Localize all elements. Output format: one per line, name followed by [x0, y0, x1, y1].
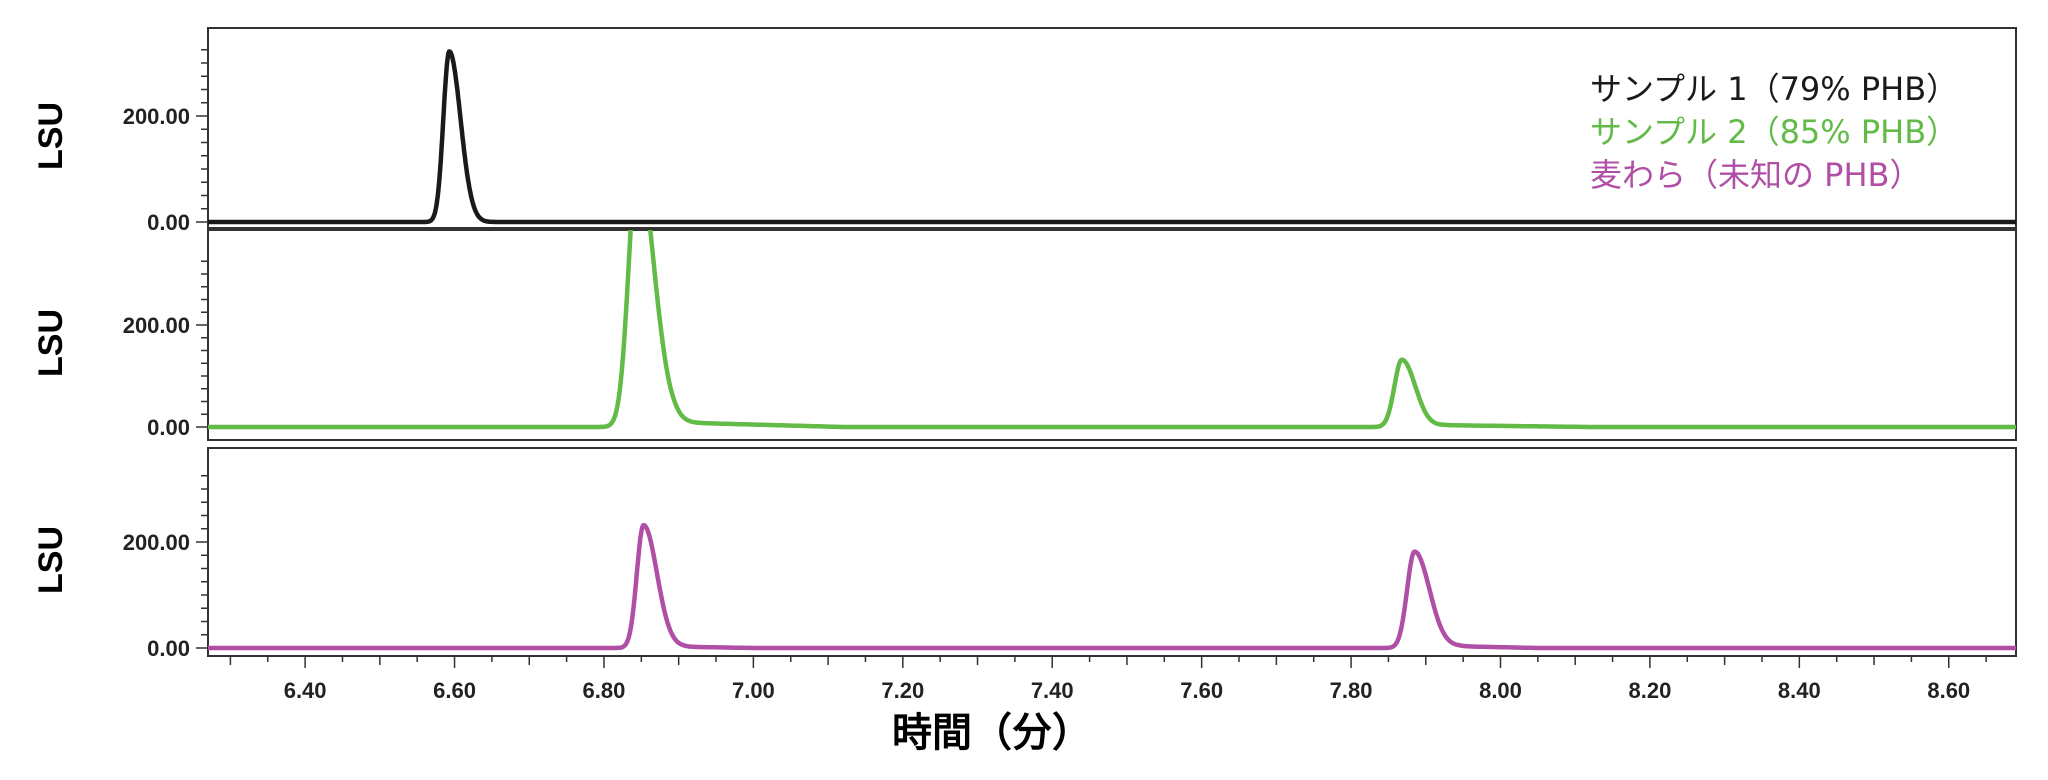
x-axis-label: 時間（分） — [892, 710, 1092, 756]
legend-entry: サンプル 2（85% PHB） — [1590, 113, 1958, 151]
series-line — [208, 230, 2016, 430]
series-line — [208, 49, 2016, 225]
legend-entry: サンプル 1（79% PHB） — [1590, 70, 1958, 108]
panel-frame — [207, 27, 2017, 229]
x-tick-label: 7.00 — [732, 678, 775, 703]
y-tick-label: 0.00 — [147, 636, 190, 661]
x-tick-label: 8.20 — [1629, 678, 1672, 703]
y-tick-label: 200.00 — [123, 104, 190, 129]
panel-frame — [207, 229, 2017, 441]
y-axis-label: LSU — [32, 309, 70, 377]
x-tick-label: 8.60 — [1927, 678, 1970, 703]
x-tick-label: 8.40 — [1778, 678, 1821, 703]
x-tick-label: 7.40 — [1031, 678, 1074, 703]
panel-frame — [207, 447, 2017, 657]
x-tick-label: 6.40 — [284, 678, 327, 703]
y-tick-label: 0.00 — [147, 210, 190, 235]
x-tick-label: 7.80 — [1330, 678, 1373, 703]
legend-entry: 麦わら（未知の PHB） — [1590, 156, 1922, 194]
x-tick-label: 6.80 — [583, 678, 626, 703]
x-tick-label: 7.60 — [1180, 678, 1223, 703]
y-tick-label: 0.00 — [147, 415, 190, 440]
y-tick-label: 200.00 — [123, 530, 190, 555]
series-line — [208, 522, 2016, 651]
x-tick-label: 8.00 — [1479, 678, 1522, 703]
y-axis-label: LSU — [32, 102, 70, 170]
y-tick-label: 200.00 — [123, 313, 190, 338]
y-axis-label: LSU — [32, 526, 70, 594]
x-tick-label: 6.60 — [433, 678, 476, 703]
x-tick-label: 7.20 — [881, 678, 924, 703]
